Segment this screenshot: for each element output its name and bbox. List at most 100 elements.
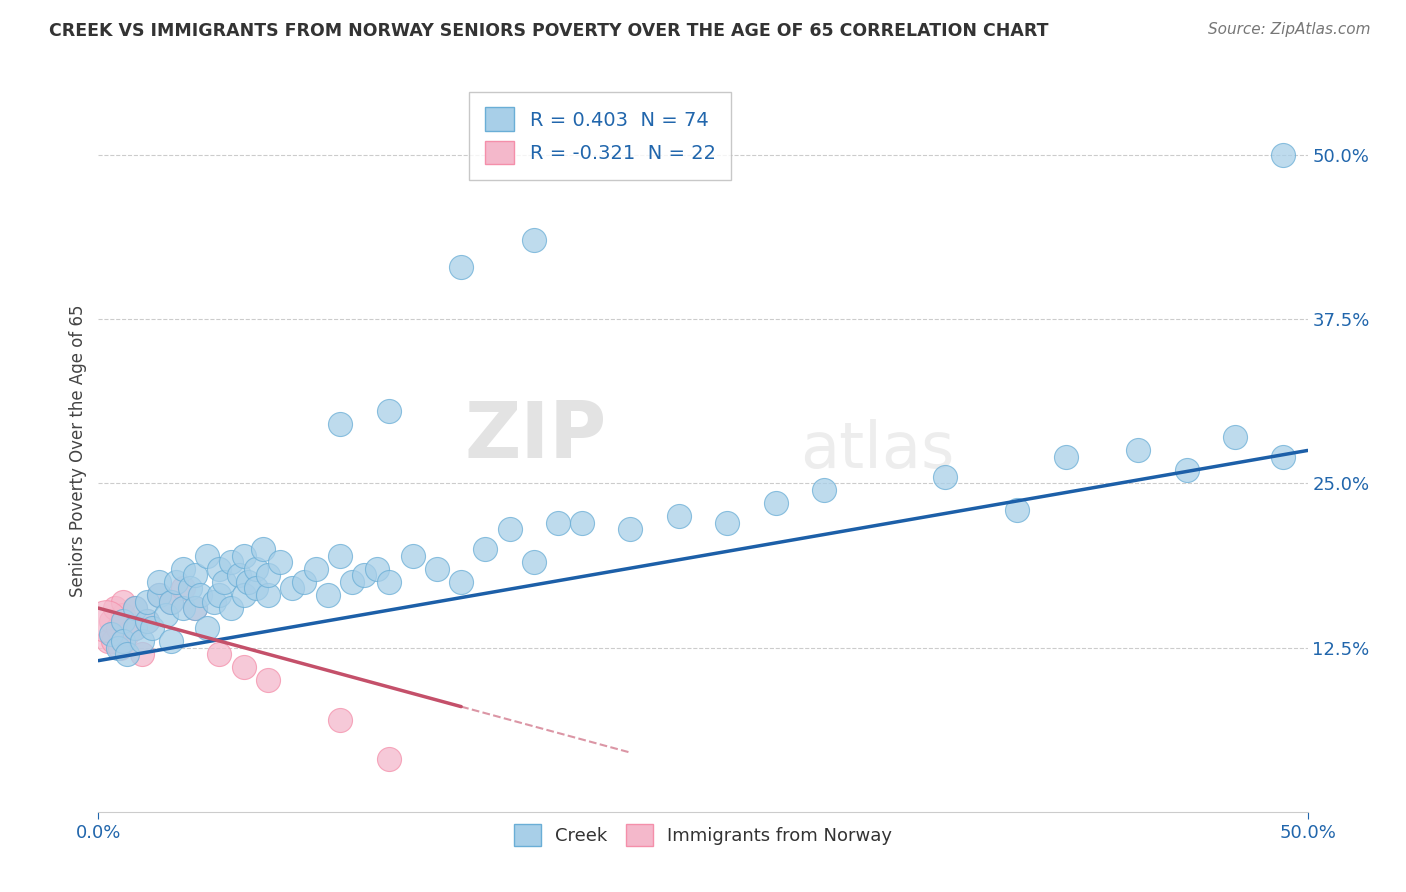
- Point: [342, 574, 364, 589]
- Point: [212, 574, 235, 589]
- Point: [281, 582, 304, 596]
- Point: [813, 483, 835, 497]
- Point: [1272, 450, 1295, 464]
- Point: [1223, 430, 1246, 444]
- Point: [165, 574, 187, 589]
- Point: [107, 621, 129, 635]
- Point: [292, 574, 315, 589]
- Point: [668, 509, 690, 524]
- Point: [94, 614, 117, 628]
- Point: [256, 673, 278, 688]
- Point: [135, 594, 157, 608]
- Point: [329, 713, 352, 727]
- Point: [245, 562, 267, 576]
- Point: [316, 588, 339, 602]
- Point: [366, 562, 388, 576]
- Point: [269, 555, 291, 569]
- Point: [179, 582, 201, 596]
- Point: [571, 516, 593, 530]
- Point: [1175, 463, 1198, 477]
- Point: [208, 647, 231, 661]
- Point: [111, 614, 134, 628]
- Point: [204, 594, 226, 608]
- Point: [184, 601, 207, 615]
- Point: [141, 621, 163, 635]
- Point: [1272, 148, 1295, 162]
- Point: [184, 601, 207, 615]
- Point: [124, 621, 146, 635]
- Point: [1007, 502, 1029, 516]
- Point: [426, 562, 449, 576]
- Point: [228, 568, 250, 582]
- Point: [523, 233, 546, 247]
- Point: [256, 588, 278, 602]
- Point: [184, 568, 207, 582]
- Point: [108, 640, 131, 655]
- Text: Source: ZipAtlas.com: Source: ZipAtlas.com: [1208, 22, 1371, 37]
- Point: [131, 647, 153, 661]
- Point: [221, 601, 243, 615]
- Point: [252, 541, 274, 556]
- Point: [619, 522, 641, 536]
- Point: [104, 601, 127, 615]
- Point: [221, 555, 243, 569]
- Point: [232, 549, 254, 563]
- Point: [188, 588, 211, 602]
- Point: [208, 588, 231, 602]
- Point: [148, 574, 170, 589]
- Point: [155, 607, 177, 622]
- Point: [402, 549, 425, 563]
- Point: [172, 562, 194, 576]
- Point: [474, 541, 496, 556]
- Point: [135, 614, 157, 628]
- Point: [353, 568, 375, 582]
- Y-axis label: Seniors Poverty Over the Age of 65: Seniors Poverty Over the Age of 65: [69, 304, 87, 597]
- Point: [117, 627, 139, 641]
- Text: ZIP: ZIP: [464, 398, 606, 474]
- Point: [124, 621, 146, 635]
- Point: [111, 607, 134, 622]
- Point: [172, 601, 194, 615]
- Point: [547, 516, 569, 530]
- Point: [195, 549, 218, 563]
- Point: [377, 574, 399, 589]
- Point: [1054, 450, 1077, 464]
- Point: [148, 588, 170, 602]
- Point: [245, 582, 267, 596]
- Point: [765, 496, 787, 510]
- Point: [232, 588, 254, 602]
- Point: [100, 614, 122, 628]
- Point: [131, 634, 153, 648]
- Point: [377, 404, 399, 418]
- Point: [195, 621, 218, 635]
- Point: [107, 640, 129, 655]
- Point: [117, 647, 139, 661]
- Point: [305, 562, 328, 576]
- Point: [450, 574, 472, 589]
- Point: [377, 752, 399, 766]
- Point: [232, 660, 254, 674]
- Point: [716, 516, 738, 530]
- Point: [329, 549, 352, 563]
- Text: CREEK VS IMMIGRANTS FROM NORWAY SENIORS POVERTY OVER THE AGE OF 65 CORRELATION C: CREEK VS IMMIGRANTS FROM NORWAY SENIORS …: [49, 22, 1049, 40]
- Legend: Creek, Immigrants from Norway: Creek, Immigrants from Norway: [506, 817, 900, 854]
- Point: [1128, 443, 1150, 458]
- Point: [934, 469, 956, 483]
- Point: [111, 634, 134, 648]
- Point: [124, 601, 146, 615]
- Point: [238, 574, 260, 589]
- Point: [160, 634, 183, 648]
- Point: [172, 582, 194, 596]
- Point: [498, 522, 520, 536]
- Point: [111, 594, 134, 608]
- Point: [124, 601, 146, 615]
- Point: [256, 568, 278, 582]
- Point: [208, 562, 231, 576]
- Point: [135, 614, 157, 628]
- Point: [160, 594, 183, 608]
- Point: [160, 594, 183, 608]
- Point: [329, 417, 352, 432]
- Point: [100, 627, 122, 641]
- Point: [450, 260, 472, 274]
- Text: atlas: atlas: [800, 419, 955, 482]
